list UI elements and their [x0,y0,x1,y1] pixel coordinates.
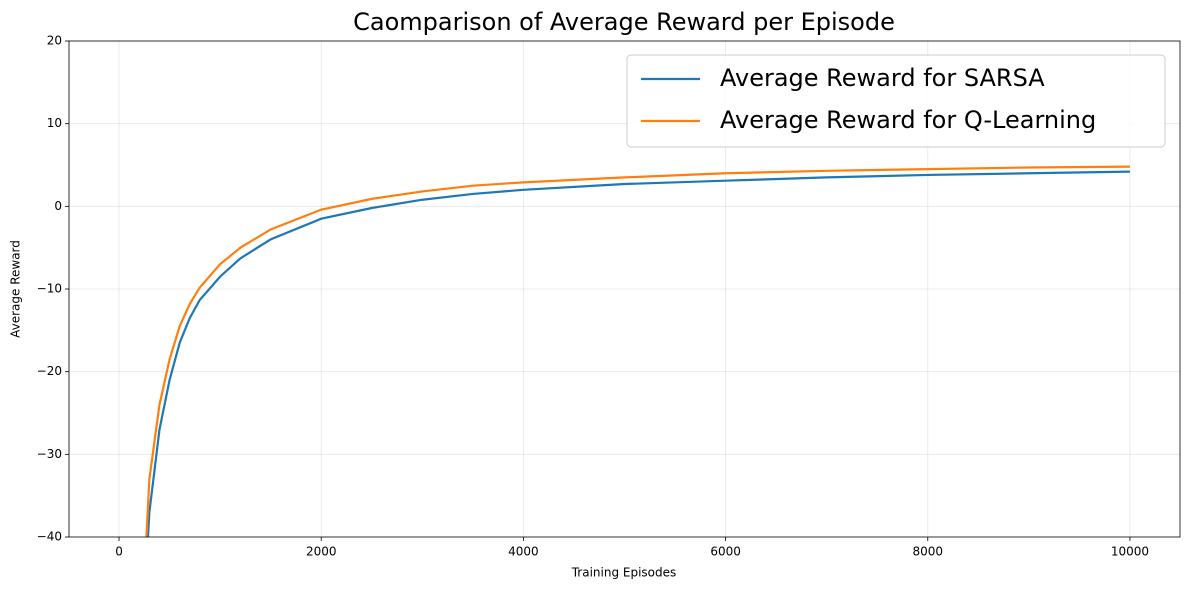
x-tick-label: 8000 [913,545,944,559]
y-tick-label: 10 [47,116,62,130]
chart-title: Caomparison of Average Reward per Episod… [353,8,895,36]
y-tick-label: −30 [37,447,62,461]
y-axis-label: Average Reward [9,240,23,338]
x-tick-label: 4000 [508,545,539,559]
y-tick-label: −20 [37,364,62,378]
series-line [145,165,1130,537]
x-tick-label: 10000 [1111,545,1149,559]
plot-frame [68,40,1181,538]
x-tick-label: 6000 [710,545,741,559]
y-tick-label: 20 [47,34,62,48]
y-tick-label: −10 [37,282,62,296]
legend-label: Average Reward for SARSA [720,64,1045,92]
x-tick-label: 2000 [306,545,337,559]
series-line [146,170,1130,537]
x-axis-label: Training Episodes [571,566,677,580]
y-tick-label: 0 [54,199,62,213]
legend-label: Average Reward for Q-Learning [720,106,1096,134]
plot-lines [145,165,1130,537]
legend-box [626,54,1166,148]
x-tick-label: 0 [115,545,123,559]
y-tick-label: −40 [37,530,62,544]
